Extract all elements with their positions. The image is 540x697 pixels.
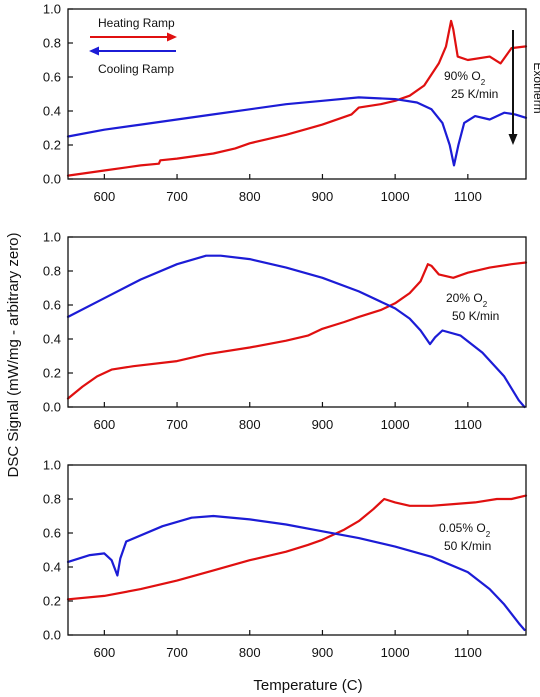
panel-1-heating-ramp-line bbox=[66, 19, 528, 177]
panel-3-y-tick-label: 0.4 bbox=[43, 560, 61, 575]
panel-3-x-tick-label: 700 bbox=[166, 645, 188, 660]
panel-3-o2-sub: 2 bbox=[486, 530, 491, 539]
panel-3-y-tick-label: 0.6 bbox=[43, 526, 61, 541]
panel-3-y-tick-label: 0.8 bbox=[43, 492, 61, 507]
panel-3-x-tick-label: 800 bbox=[239, 645, 261, 660]
cooling-arrow-head bbox=[89, 46, 99, 56]
exotherm-indicator: Exotherm bbox=[508, 30, 540, 145]
legend-cooling-label: Cooling Ramp bbox=[98, 62, 174, 76]
exotherm-label: Exotherm bbox=[531, 62, 540, 113]
panel-2-o2-annotation: 20% O2 bbox=[446, 291, 488, 309]
panel-3-o2-text: O bbox=[476, 521, 485, 535]
panel-1-x-tick-label: 700 bbox=[166, 189, 188, 204]
panel-1-rate: 25 K/min bbox=[451, 87, 498, 101]
panel-2-x-tick-label: 800 bbox=[239, 417, 261, 432]
panel-3-cooling-ramp-line bbox=[66, 514, 526, 632]
panel-2-x-tick-label: 1100 bbox=[454, 417, 482, 432]
panel-2-x-tick-label: 1000 bbox=[381, 417, 410, 432]
panel-2-series bbox=[66, 254, 528, 409]
panel-1-x-tick-label: 900 bbox=[312, 189, 334, 204]
panel-2-y-tick-label: 0.6 bbox=[43, 298, 61, 313]
panel-2-y-tick-label: 0.0 bbox=[43, 400, 61, 415]
panel-3-x-tick-label: 1100 bbox=[454, 645, 482, 660]
chart-panel-2: 0.0 0.2 0.4 0.6 0.8 1.0 600 700 800 900 1000 1100 2… bbox=[43, 230, 528, 433]
panel-1-x-tick-label: 600 bbox=[93, 189, 115, 204]
panel-1-y-tick-label: 0.2 bbox=[43, 138, 61, 153]
panel-1-y-tick-label: 0.8 bbox=[43, 36, 61, 51]
panel-3-o2-annotation: 0.05% O2 bbox=[439, 521, 491, 539]
panel-2-ticks: 0.0 0.2 0.4 0.6 0.8 1.0 600 700 800 900 1000 1100 bbox=[43, 230, 482, 433]
panel-3-x-tick-label: 1000 bbox=[381, 645, 410, 660]
panel-1-o2-annotation: 90% O2 bbox=[444, 69, 486, 87]
panel-1-o2-text: O bbox=[471, 69, 480, 83]
panel-3-series bbox=[66, 494, 528, 632]
chart-panel-3: 0.0 0.2 0.4 0.6 0.8 1.0 600 700 800 900 1000 1100 0… bbox=[43, 458, 528, 661]
panel-3-ticks: 0.0 0.2 0.4 0.6 0.8 1.0 600 700 800 900 1000 1100 bbox=[43, 458, 482, 661]
panel-1-y-tick-label: 0.4 bbox=[43, 104, 61, 119]
panel-3-frame bbox=[67, 464, 527, 636]
panel-1-series bbox=[66, 19, 528, 177]
panel-1-y-tick-label: 0.0 bbox=[43, 172, 61, 187]
panel-2-x-tick-label: 700 bbox=[166, 417, 188, 432]
panel-2-frame bbox=[67, 236, 527, 408]
x-axis-title: Temperature (C) bbox=[253, 677, 362, 694]
y-axis-title: DSC Signal (mW/mg - arbitrary zero) bbox=[5, 232, 22, 477]
panel-2-y-tick-label: 1.0 bbox=[43, 230, 61, 245]
panel-3-y-tick-label: 0.2 bbox=[43, 594, 61, 609]
panel-2-heating-ramp-line bbox=[66, 261, 528, 400]
panel-2-x-tick-label: 600 bbox=[93, 417, 115, 432]
panel-1-x-tick-label: 1100 bbox=[454, 189, 482, 204]
exotherm-arrow-head bbox=[508, 134, 518, 145]
chart-panel-1: 0.0 0.2 0.4 0.6 0.8 1.0 600 700 800 900 1000 1100 H… bbox=[43, 2, 540, 205]
panel-1-x-tick-label: 800 bbox=[239, 189, 261, 204]
panel-2-y-tick-label: 0.8 bbox=[43, 264, 61, 279]
legend: Heating Ramp Cooling Ramp bbox=[89, 16, 177, 76]
panel-3-rate: 50 K/min bbox=[444, 539, 491, 553]
panel-2-x-tick-label: 900 bbox=[312, 417, 334, 432]
panel-2-cooling-ramp-line bbox=[66, 254, 526, 409]
panel-2-rate: 50 K/min bbox=[452, 309, 499, 323]
heating-arrow-head bbox=[167, 32, 177, 42]
panel-3-x-tick-label: 600 bbox=[93, 645, 115, 660]
legend-heating-label: Heating Ramp bbox=[98, 16, 175, 30]
panel-2-o2-value: 20% bbox=[446, 291, 470, 305]
panel-1-x-tick-label: 1000 bbox=[381, 189, 410, 204]
panel-1-o2-sub: 2 bbox=[481, 78, 486, 87]
panel-3-x-tick-label: 900 bbox=[312, 645, 334, 660]
panel-3-y-tick-label: 0.0 bbox=[43, 628, 61, 643]
panel-1-y-tick-label: 0.6 bbox=[43, 70, 61, 85]
panel-2-y-tick-label: 0.4 bbox=[43, 332, 61, 347]
panel-1-cooling-ramp-line bbox=[66, 96, 528, 167]
panel-1-frame bbox=[67, 8, 527, 180]
panel-3-heating-ramp-line bbox=[66, 494, 528, 601]
panel-2-y-tick-label: 0.2 bbox=[43, 366, 61, 381]
panel-2-o2-sub: 2 bbox=[483, 300, 488, 309]
panel-3-y-tick-label: 1.0 bbox=[43, 458, 61, 473]
panel-1-ticks: 0.0 0.2 0.4 0.6 0.8 1.0 600 700 800 900 1000 1100 bbox=[43, 2, 482, 205]
panel-2-o2-text: O bbox=[473, 291, 482, 305]
panel-1-o2-value: 90% bbox=[444, 69, 468, 83]
panel-1-y-tick-label: 1.0 bbox=[43, 2, 61, 17]
panel-3-o2-value: 0.05% bbox=[439, 521, 473, 535]
